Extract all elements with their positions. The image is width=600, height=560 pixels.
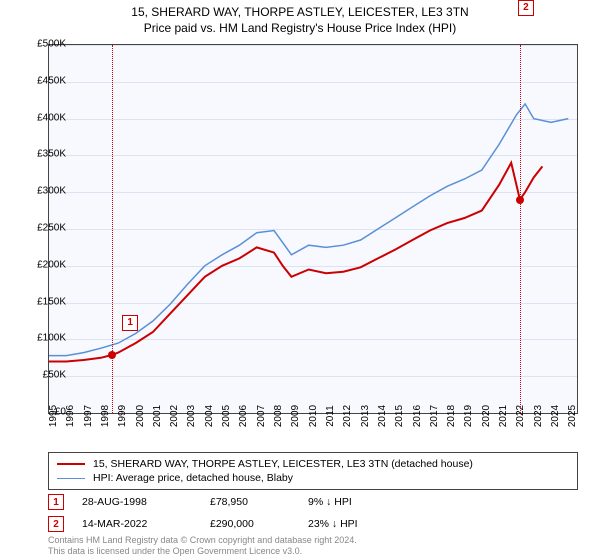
transaction-price: £78,950 bbox=[210, 496, 290, 508]
marker-box-1: 1 bbox=[122, 315, 138, 331]
title-line-2: Price paid vs. HM Land Registry's House … bbox=[0, 20, 600, 36]
transaction-price: £290,000 bbox=[210, 518, 290, 530]
legend-label-property: 15, SHERARD WAY, THORPE ASTLEY, LEICESTE… bbox=[93, 458, 473, 470]
transaction-date: 28-AUG-1998 bbox=[82, 496, 192, 508]
marker-vline bbox=[520, 45, 521, 413]
marker-dot bbox=[516, 196, 524, 204]
legend-item-property: 15, SHERARD WAY, THORPE ASTLEY, LEICESTE… bbox=[57, 457, 569, 471]
transaction-row: 1 28-AUG-1998 £78,950 9% ↓ HPI bbox=[48, 491, 578, 513]
legend-label-hpi: HPI: Average price, detached house, Blab… bbox=[93, 472, 293, 484]
transaction-marker-1: 1 bbox=[48, 494, 64, 510]
transaction-pct: 9% ↓ HPI bbox=[308, 496, 398, 508]
marker-box-2: 2 bbox=[518, 0, 534, 16]
footer-attribution: Contains HM Land Registry data © Crown c… bbox=[48, 535, 357, 558]
chart-lines-svg bbox=[49, 45, 577, 413]
chart-titles: 15, SHERARD WAY, THORPE ASTLEY, LEICESTE… bbox=[0, 0, 600, 36]
marker-dot bbox=[108, 351, 116, 359]
legend-swatch-hpi bbox=[57, 478, 85, 479]
series-property bbox=[49, 163, 542, 362]
legend-item-hpi: HPI: Average price, detached house, Blab… bbox=[57, 471, 569, 485]
transaction-date: 14-MAR-2022 bbox=[82, 518, 192, 530]
chart-plot-area: 12 bbox=[48, 44, 578, 414]
transaction-pct: 23% ↓ HPI bbox=[308, 518, 398, 530]
legend-box: 15, SHERARD WAY, THORPE ASTLEY, LEICESTE… bbox=[48, 452, 578, 490]
legend-swatch-property bbox=[57, 463, 85, 465]
footer-line-1: Contains HM Land Registry data © Crown c… bbox=[48, 535, 357, 546]
footer-line-2: This data is licensed under the Open Gov… bbox=[48, 546, 357, 557]
transaction-rows: 1 28-AUG-1998 £78,950 9% ↓ HPI 2 14-MAR-… bbox=[48, 491, 578, 535]
transaction-marker-2: 2 bbox=[48, 516, 64, 532]
transaction-row: 2 14-MAR-2022 £290,000 23% ↓ HPI bbox=[48, 513, 578, 535]
title-line-1: 15, SHERARD WAY, THORPE ASTLEY, LEICESTE… bbox=[0, 4, 600, 20]
